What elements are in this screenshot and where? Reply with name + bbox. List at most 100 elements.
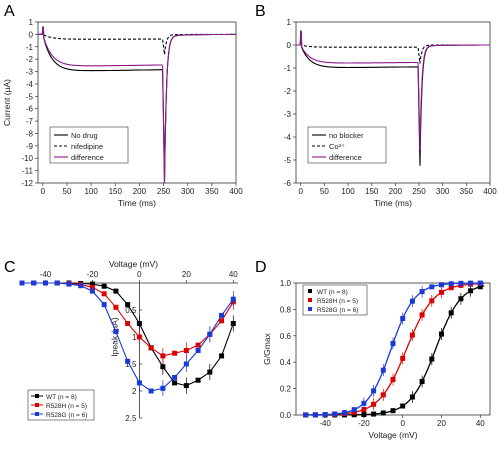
panel-c-point-1-13 xyxy=(172,350,178,356)
panel-d-point-1-11 xyxy=(409,332,415,338)
panel-c-point-0-6 xyxy=(89,281,95,287)
panel-a-xtick-label-6: 300 xyxy=(181,187,195,196)
panel-a-xtick-label-7: 350 xyxy=(205,187,219,196)
panel-a-ytick-label-5: -4 xyxy=(26,80,34,89)
panel-a-ytick-label-13: -12 xyxy=(21,179,33,188)
panel-d-point-2-10 xyxy=(400,316,406,322)
panel-d-point-0-5 xyxy=(351,412,357,418)
panel-d-point-2-12 xyxy=(419,289,425,295)
panel-b-xtick-label-2: 100 xyxy=(341,187,355,196)
panel-c-point-2-7 xyxy=(101,302,107,308)
panel-b-xtick-label-8: 400 xyxy=(483,187,497,196)
panel-d-ytick-label-2: 0.4 xyxy=(280,358,292,367)
panel-c-point-0-9 xyxy=(125,302,131,308)
panel-c-xtick-label-2: 0 xyxy=(137,270,142,279)
panel-a-legend-label-1: nifedipine xyxy=(71,142,103,151)
panel-c-legend-label-1: R528H (n = 5) xyxy=(46,403,87,410)
panel-d-chart: -40 -20 0 20 40 0.0 0.2 0.4 0.6 0.8 1.0 Voltage (mV… xyxy=(262,279,491,440)
panel-c-point-2-14 xyxy=(183,361,189,367)
panel-b-xtick-label-5: 250 xyxy=(412,187,426,196)
panel-a-xtick-label-2: 100 xyxy=(84,187,98,196)
panel-c-ytick-label-4: 2 xyxy=(132,387,137,396)
panel-d-ytick-label-5: 1.0 xyxy=(280,279,292,288)
panel-d-xtick-label-0: -40 xyxy=(319,419,331,428)
panel-c-legend-marker-1 xyxy=(35,403,39,407)
panel-c-point-1-8 xyxy=(113,304,119,310)
panel-b-ytick-label-0: 1 xyxy=(287,18,292,27)
panel-b-xtick-label-4: 200 xyxy=(389,187,403,196)
panel-c-ytick-label-2: 1 xyxy=(132,333,137,342)
panel-a-xtick-label-4: 200 xyxy=(133,187,147,196)
panel-a-ytick-label-0: 1 xyxy=(29,18,34,27)
panel-c-point-1-6 xyxy=(89,284,95,290)
panel-a-ytick-label-1: 0 xyxy=(29,30,34,39)
panel-d-point-1-7 xyxy=(371,401,377,407)
panel-a-ytick-label-3: -2 xyxy=(26,55,34,64)
panel-d-point-2-13 xyxy=(429,284,435,290)
panel-b-xtick-label-7: 350 xyxy=(460,187,474,196)
panel-b-legend-label-2: difference xyxy=(329,153,362,162)
panel-c-xtick-label-3: 20 xyxy=(182,270,191,279)
panel-c-point-2-10 xyxy=(136,380,142,386)
panel-b-xtick-label-1: 50 xyxy=(320,187,329,196)
panel-d-point-2-7 xyxy=(371,388,377,394)
panel-b-xtick-label-3: 150 xyxy=(365,187,379,196)
panel-c-point-1-9 xyxy=(125,321,131,326)
panel-a-ytick-label-2: -1 xyxy=(26,43,34,52)
panel-d-point-2-1 xyxy=(312,412,318,418)
panel-b-xtick-label-0: 0 xyxy=(299,187,304,196)
panel-a-ytick-label-9: -8 xyxy=(26,129,34,138)
panel-d-point-1-12 xyxy=(419,312,425,318)
panel-a-xtick-label-3: 150 xyxy=(109,187,123,196)
panel-d-point-2-14 xyxy=(439,282,444,288)
panel-b-chart: 0 50 100 150 200 250 300 350 400 1 0 -1 -2 -3 -4 -5 -6 Ti… xyxy=(284,18,497,208)
panel-c-point-0-14 xyxy=(183,383,189,389)
panel-a-xtick-label-5: 250 xyxy=(157,187,171,196)
panel-d-point-2-6 xyxy=(361,400,367,406)
panel-d-point-2-4 xyxy=(342,410,347,416)
panel-d-point-1-6 xyxy=(361,407,367,413)
panel-d-point-1-13 xyxy=(429,298,435,304)
panel-a-xlabel: Time (ms) xyxy=(118,198,156,208)
panel-c-point-1-15 xyxy=(195,342,201,348)
panel-b-ytick-label-4: -3 xyxy=(284,110,292,119)
panel-c-legend-marker-0 xyxy=(35,394,39,398)
panel-d-point-0-10 xyxy=(400,403,406,409)
panel-c-point-1-17 xyxy=(219,318,225,324)
panel-d-plot-frame xyxy=(295,282,491,416)
panel-c-point-0-12 xyxy=(160,364,166,370)
panel-c-point-0-16 xyxy=(207,369,213,375)
panel-d-point-0-7 xyxy=(371,411,377,417)
panel-a-trace-2 xyxy=(38,26,236,184)
panel-d-point-1-9 xyxy=(390,376,396,382)
panel-c-point-2-16 xyxy=(207,331,213,337)
panel-a-ytick-label-6: -5 xyxy=(26,92,34,101)
panel-c-point-0-13 xyxy=(172,380,178,386)
panel-d-point-1-8 xyxy=(380,392,386,398)
panel-c-point-0-10 xyxy=(136,321,142,326)
panel-c-point-2-5 xyxy=(78,283,84,289)
panel-a-legend-label-0: No drug xyxy=(71,131,98,140)
panel-d-point-0-12 xyxy=(419,378,425,384)
panel-d-legend-marker-2 xyxy=(308,307,312,311)
panel-d-point-0-17 xyxy=(468,288,474,294)
panel-c-point-0-17 xyxy=(219,353,225,359)
panel-c-point-2-6 xyxy=(89,288,95,294)
panel-d-ytick-label-1: 0.2 xyxy=(280,385,292,394)
panel-d-point-0-14 xyxy=(439,331,444,337)
panel-d-xtick-label-3: 20 xyxy=(437,419,446,428)
panel-d-point-1-5 xyxy=(351,409,357,415)
panel-b-letter: B xyxy=(255,3,266,20)
panel-c-point-2-0 xyxy=(19,280,25,286)
panel-c-point-2-12 xyxy=(160,385,166,391)
panel-d-point-0-11 xyxy=(409,394,415,400)
panel-a-letter: A xyxy=(4,3,15,20)
panel-c-point-2-3 xyxy=(54,280,60,286)
panel-a-ylabel: Current (µA) xyxy=(2,79,12,126)
panel-d-legend-label-0: WT (n = 8) xyxy=(317,289,348,296)
panel-d-point-2-8 xyxy=(380,367,386,373)
panel-d-legend-marker-1 xyxy=(308,298,312,302)
panel-c-point-2-13 xyxy=(172,375,178,380)
panel-d-xtick-label-2: 0 xyxy=(400,419,405,428)
